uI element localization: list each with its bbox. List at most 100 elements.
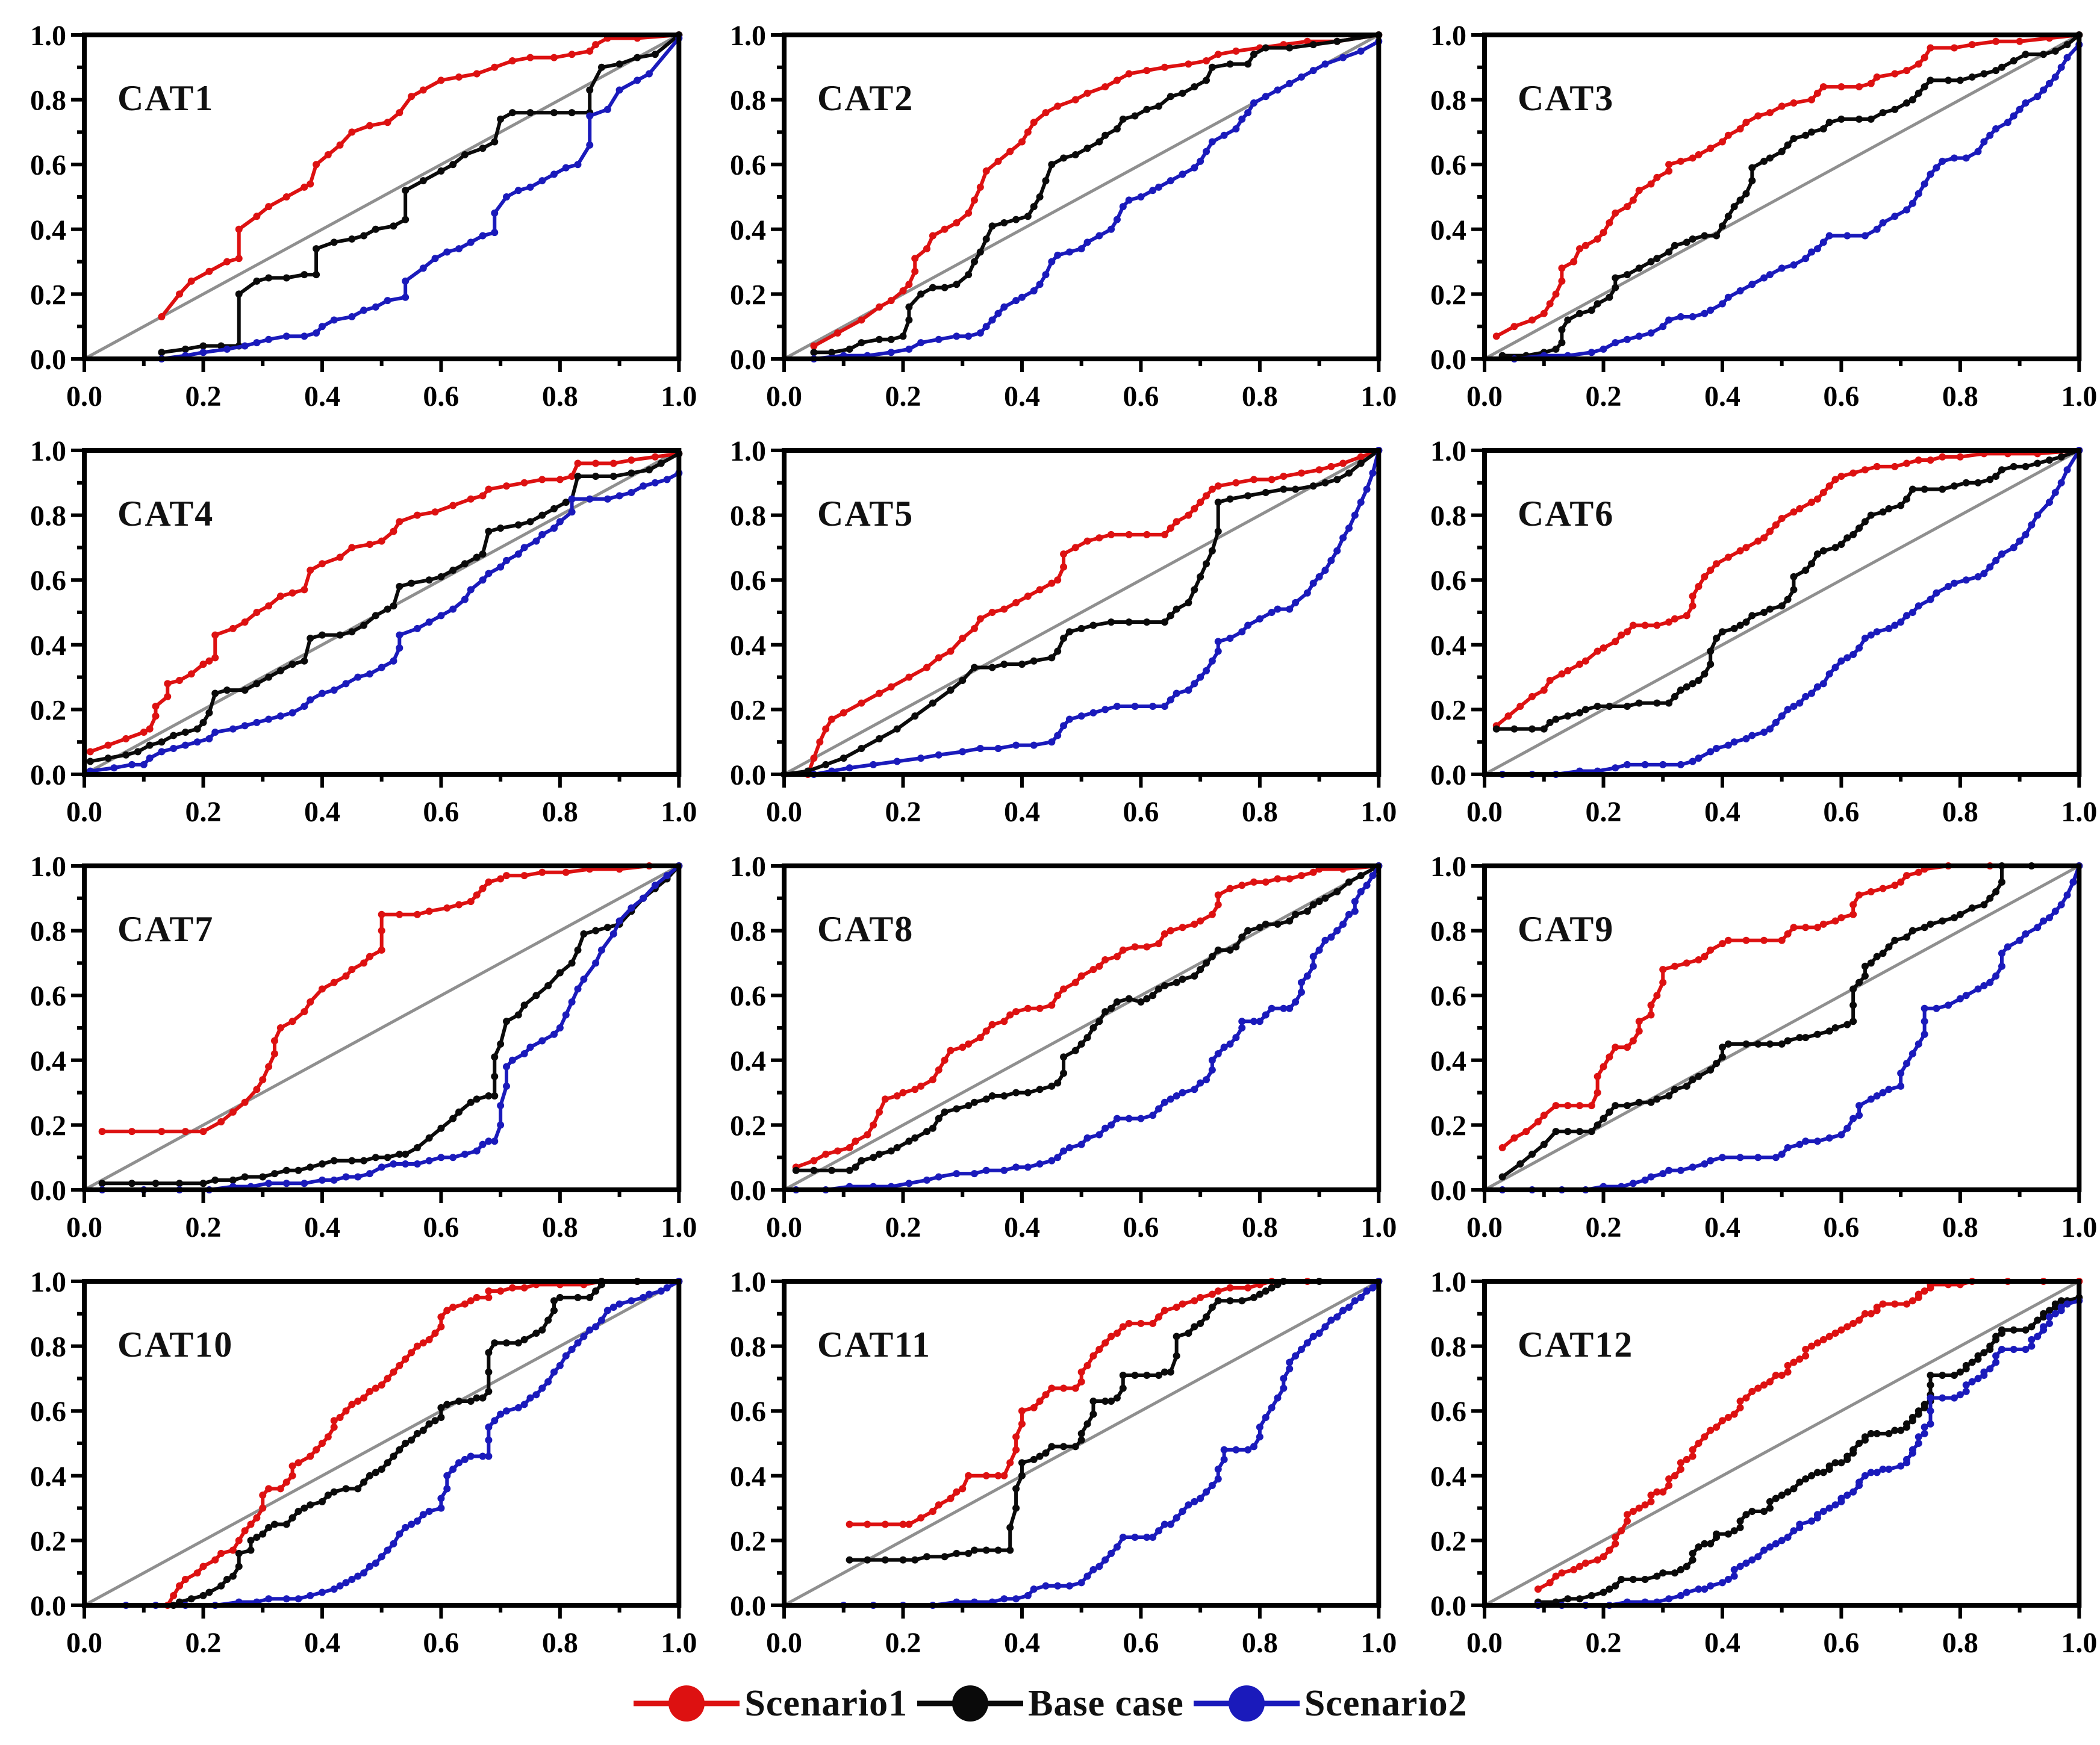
series-marker-base_case	[1078, 1436, 1086, 1444]
series-marker-scenario1	[1915, 456, 1922, 464]
series-marker-scenario1	[1653, 992, 1661, 1000]
y-tick-label: 0.8	[1430, 1331, 1466, 1363]
series-marker-scenario1	[1790, 508, 1798, 516]
series-marker-scenario1	[288, 1462, 296, 1470]
series-marker-base_case	[2022, 51, 2030, 58]
series-marker-scenario1	[1890, 882, 1898, 889]
x-tick-label: 1.0	[661, 796, 697, 828]
series-marker-base_case	[1671, 1086, 1678, 1093]
series-marker-scenario1	[396, 518, 403, 526]
chart-panel-cat9: 0.0 0.0 0.2 0.2 0.4 0.4 0.6 0.6 0.8 0.8 1.0 1.0 CAT9	[1400, 831, 2100, 1246]
series-marker-base_case	[503, 1339, 511, 1347]
series-marker-base_case	[1012, 1485, 1020, 1493]
series-marker-scenario2	[282, 332, 290, 340]
series-marker-scenario2	[1908, 199, 1916, 207]
series-marker-scenario1	[1540, 1112, 1548, 1119]
series-marker-base_case	[1072, 151, 1080, 159]
series-marker-base_case	[1902, 933, 1910, 941]
series-marker-scenario2	[538, 177, 546, 185]
y-tick-label: 0.8	[30, 1331, 66, 1363]
series-marker-scenario1	[1790, 1358, 1798, 1366]
series-marker-base_case	[431, 1417, 439, 1425]
series-marker-scenario2	[544, 1378, 552, 1386]
series-marker-scenario2	[419, 1511, 427, 1519]
series-marker-scenario2	[479, 1140, 487, 1148]
series-marker-scenario2	[556, 1024, 564, 1031]
series-marker-base_case	[1950, 482, 1958, 490]
series-marker-scenario1	[402, 1355, 410, 1363]
series-marker-scenario1	[1072, 1384, 1080, 1392]
series-marker-scenario2	[193, 738, 201, 746]
series-marker-scenario1	[1083, 537, 1091, 545]
series-marker-base_case	[1689, 1556, 1697, 1564]
series-marker-scenario2	[568, 495, 576, 503]
series-marker-scenario1	[1641, 621, 1649, 629]
series-marker-scenario2	[437, 1154, 445, 1162]
series-marker-base_case	[1766, 1504, 1774, 1512]
series-marker-base_case	[876, 335, 883, 343]
series-marker-scenario2	[1736, 1154, 1744, 1162]
series-marker-scenario2	[1724, 741, 1732, 749]
series-marker-scenario2	[1873, 628, 1881, 636]
series-marker-base_case	[1581, 706, 1589, 714]
series-marker-scenario2	[455, 1459, 463, 1467]
series-marker-base_case	[1689, 1076, 1697, 1084]
series-marker-scenario2	[1060, 1147, 1068, 1155]
series-marker-scenario1	[1161, 63, 1169, 71]
series-marker-base_case	[259, 1530, 267, 1538]
series-marker-scenario1	[1546, 676, 1554, 684]
series-marker-scenario1	[1890, 1300, 1898, 1308]
series-marker-scenario1	[1706, 946, 1714, 954]
series-marker-scenario1	[437, 76, 445, 84]
series-marker-base_case	[301, 657, 308, 665]
series-marker-base_case	[1718, 628, 1726, 636]
series-marker-base_case	[324, 1491, 332, 1499]
series-marker-scenario2	[1665, 316, 1672, 324]
series-marker-scenario1	[270, 1037, 278, 1045]
series-marker-scenario2	[1114, 703, 1121, 711]
series-marker-base_case	[609, 473, 617, 481]
series-marker-scenario2	[1114, 1543, 1121, 1551]
series-marker-base_case	[1191, 586, 1198, 594]
series-marker-base_case	[276, 667, 284, 674]
series-marker-scenario2	[1944, 582, 1952, 590]
series-marker-scenario2	[2039, 917, 2047, 925]
series-marker-scenario2	[1369, 1284, 1377, 1292]
series-marker-scenario1	[229, 1108, 237, 1116]
series-marker-scenario2	[526, 1044, 534, 1051]
series-marker-scenario1	[846, 1144, 853, 1152]
x-tick-label: 1.0	[661, 381, 697, 412]
series-marker-scenario2	[628, 488, 635, 496]
series-marker-scenario1	[1167, 927, 1175, 935]
series-marker-scenario1	[1784, 930, 1792, 938]
series-marker-base_case	[461, 151, 469, 159]
series-marker-scenario2	[1813, 1511, 1821, 1519]
series-marker-base_case	[1712, 1060, 1720, 1068]
series-marker-scenario2	[503, 193, 511, 201]
legend-item-scenario2: Scenario2	[1192, 1679, 1468, 1728]
series-marker-base_case	[1304, 907, 1312, 915]
series-marker-scenario2	[586, 112, 594, 120]
series-marker-base_case	[983, 1095, 991, 1103]
series-marker-scenario1	[1594, 1089, 1601, 1096]
series-marker-scenario1	[1078, 1368, 1086, 1376]
series-marker-scenario1	[1766, 1378, 1774, 1386]
series-marker-scenario1	[1795, 505, 1803, 512]
series-marker-base_case	[473, 553, 481, 561]
series-marker-scenario1	[1036, 586, 1044, 594]
series-marker-scenario1	[324, 151, 332, 159]
series-marker-base_case	[1262, 488, 1270, 496]
y-tick-label: 0.2	[730, 279, 766, 311]
series-marker-scenario1	[1101, 83, 1109, 91]
series-marker-base_case	[1742, 1511, 1750, 1519]
series-marker-scenario2	[461, 1150, 469, 1158]
series-marker-base_case	[485, 1368, 493, 1376]
series-marker-base_case	[1203, 76, 1210, 84]
series-line-scenario1	[166, 1280, 681, 1607]
series-marker-scenario1	[485, 1287, 493, 1295]
series-marker-base_case	[1778, 1491, 1786, 1499]
series-marker-base_case	[425, 576, 433, 584]
series-marker-base_case	[1345, 878, 1353, 886]
diagonal-reference-line	[83, 1280, 680, 1607]
